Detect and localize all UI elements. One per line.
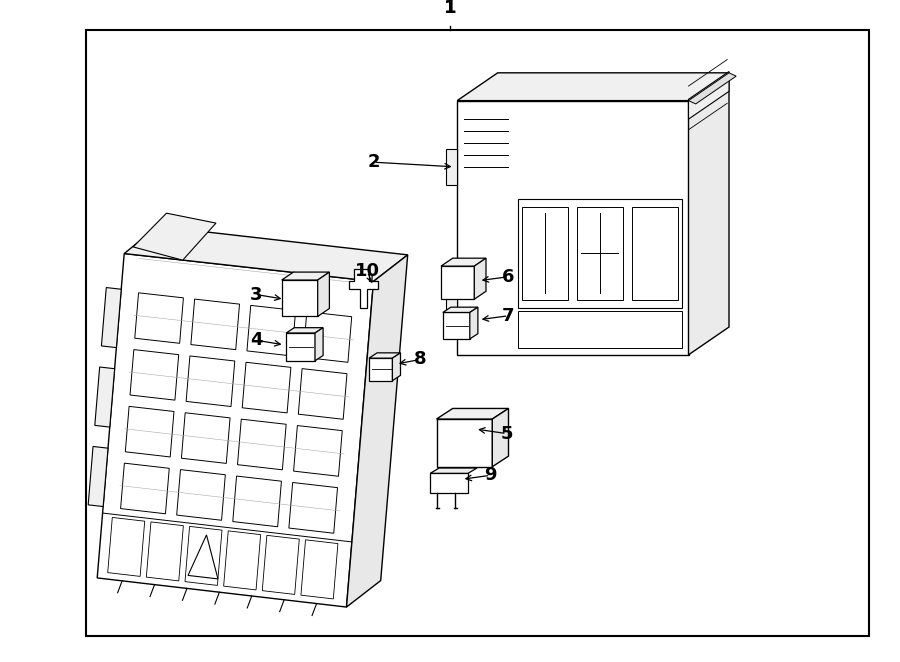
Polygon shape [233, 476, 282, 527]
Polygon shape [242, 362, 291, 413]
Polygon shape [282, 272, 329, 280]
Polygon shape [688, 71, 729, 119]
Polygon shape [121, 463, 169, 514]
Polygon shape [185, 526, 222, 585]
Text: 3: 3 [250, 285, 263, 304]
Polygon shape [293, 426, 342, 476]
Polygon shape [430, 473, 468, 493]
Polygon shape [315, 328, 323, 361]
Text: 6: 6 [502, 267, 515, 286]
Polygon shape [301, 540, 338, 599]
Polygon shape [474, 258, 486, 299]
Polygon shape [176, 469, 225, 520]
Polygon shape [492, 408, 508, 467]
Polygon shape [125, 406, 174, 457]
Polygon shape [238, 419, 286, 470]
Text: 9: 9 [484, 466, 497, 485]
Polygon shape [436, 408, 508, 419]
Polygon shape [133, 213, 216, 260]
Polygon shape [88, 446, 108, 506]
Polygon shape [522, 207, 568, 300]
Polygon shape [303, 312, 352, 362]
Polygon shape [457, 73, 729, 101]
Polygon shape [349, 269, 378, 308]
Polygon shape [470, 307, 478, 339]
Polygon shape [289, 483, 338, 533]
Polygon shape [446, 275, 457, 311]
Polygon shape [392, 353, 400, 381]
Polygon shape [147, 522, 184, 581]
Polygon shape [369, 358, 392, 381]
Polygon shape [441, 258, 486, 266]
Polygon shape [135, 293, 184, 344]
Polygon shape [286, 328, 323, 333]
Polygon shape [182, 413, 230, 463]
Polygon shape [441, 266, 474, 299]
Polygon shape [130, 350, 179, 400]
Bar [86, 30, 868, 636]
Text: 1: 1 [444, 0, 456, 17]
Polygon shape [102, 287, 122, 348]
Text: 4: 4 [250, 331, 263, 350]
Polygon shape [577, 207, 623, 300]
Polygon shape [688, 73, 729, 355]
Polygon shape [446, 149, 457, 185]
Polygon shape [286, 333, 315, 361]
Polygon shape [191, 299, 239, 350]
Polygon shape [688, 73, 736, 104]
Polygon shape [436, 419, 492, 467]
Polygon shape [443, 307, 478, 312]
Text: 10: 10 [355, 262, 380, 281]
Polygon shape [346, 255, 408, 607]
Polygon shape [457, 101, 688, 355]
Polygon shape [430, 468, 477, 473]
Polygon shape [94, 367, 114, 427]
Text: 1: 1 [444, 0, 456, 17]
Polygon shape [97, 254, 374, 607]
Polygon shape [262, 536, 300, 594]
Polygon shape [298, 369, 347, 419]
Polygon shape [282, 280, 318, 316]
Polygon shape [369, 353, 400, 358]
Polygon shape [223, 531, 261, 590]
Text: 5: 5 [500, 424, 513, 443]
Polygon shape [247, 305, 295, 356]
Polygon shape [188, 535, 218, 579]
Text: 8: 8 [414, 350, 427, 369]
Polygon shape [186, 356, 235, 406]
Polygon shape [318, 272, 329, 316]
Polygon shape [632, 207, 678, 300]
Polygon shape [443, 312, 470, 339]
Text: 7: 7 [502, 307, 515, 325]
Polygon shape [518, 311, 682, 348]
Polygon shape [108, 518, 145, 577]
Text: 2: 2 [367, 153, 380, 171]
Polygon shape [124, 226, 408, 281]
Polygon shape [518, 199, 682, 308]
